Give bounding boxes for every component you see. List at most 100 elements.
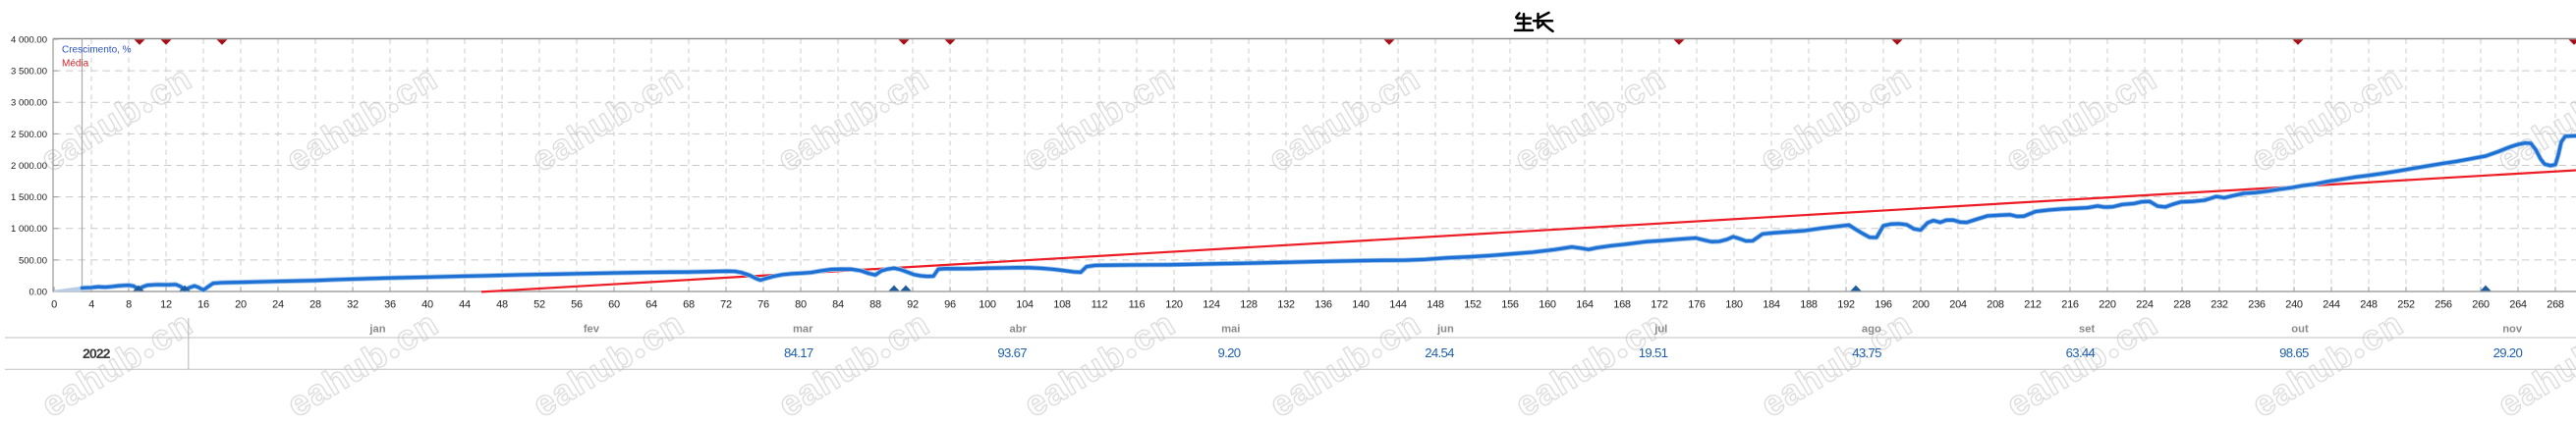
svg-text:176: 176 <box>1688 299 1706 311</box>
svg-text:248: 248 <box>2360 299 2378 311</box>
svg-text:3 500.00: 3 500.00 <box>11 67 47 78</box>
svg-text:84: 84 <box>832 299 844 311</box>
svg-text:Crescimento, %: Crescimento, % <box>62 45 132 56</box>
svg-text:80: 80 <box>795 299 807 311</box>
svg-text:152: 152 <box>1464 299 1482 311</box>
svg-text:148: 148 <box>1427 299 1444 311</box>
svg-text:268: 268 <box>2547 299 2564 311</box>
svg-text:104: 104 <box>1016 299 1034 311</box>
svg-text:28: 28 <box>309 299 321 311</box>
svg-text:jul: jul <box>1653 323 1667 335</box>
svg-text:188: 188 <box>1800 299 1818 311</box>
svg-text:20: 20 <box>235 299 247 311</box>
svg-text:56: 56 <box>571 299 583 311</box>
svg-text:4: 4 <box>88 299 94 311</box>
svg-text:84.17: 84.17 <box>784 345 813 360</box>
svg-text:2 000.00: 2 000.00 <box>11 161 47 172</box>
svg-text:236: 236 <box>2248 299 2266 311</box>
svg-text:120: 120 <box>1165 299 1183 311</box>
svg-text:1 500.00: 1 500.00 <box>11 192 47 203</box>
svg-text:192: 192 <box>1837 299 1855 311</box>
svg-text:144: 144 <box>1389 299 1407 311</box>
svg-text:12: 12 <box>160 299 172 311</box>
svg-text:abr: abr <box>1009 323 1027 335</box>
svg-text:48: 48 <box>496 299 508 311</box>
svg-text:256: 256 <box>2435 299 2452 311</box>
svg-text:216: 216 <box>2061 299 2079 311</box>
svg-text:220: 220 <box>2099 299 2116 311</box>
svg-text:88: 88 <box>869 299 881 311</box>
svg-text:mai: mai <box>1221 323 1240 335</box>
svg-text:29.20: 29.20 <box>2493 345 2523 360</box>
svg-text:132: 132 <box>1277 299 1295 311</box>
svg-text:43.75: 43.75 <box>1852 345 1881 360</box>
svg-text:32: 32 <box>347 299 359 311</box>
svg-text:240: 240 <box>2285 299 2303 311</box>
svg-text:63.44: 63.44 <box>2066 345 2096 360</box>
svg-text:92: 92 <box>907 299 919 311</box>
svg-text:0: 0 <box>51 299 57 311</box>
svg-text:nov: nov <box>2502 323 2523 335</box>
svg-text:52: 52 <box>533 299 545 311</box>
svg-text:168: 168 <box>1613 299 1631 311</box>
svg-text:124: 124 <box>1203 299 1220 311</box>
svg-text:72: 72 <box>720 299 732 311</box>
svg-text:1 000.00: 1 000.00 <box>11 224 47 235</box>
svg-text:164: 164 <box>1576 299 1594 311</box>
svg-text:136: 136 <box>1315 299 1332 311</box>
svg-text:24.54: 24.54 <box>1425 345 1454 360</box>
svg-text:108: 108 <box>1053 299 1071 311</box>
svg-text:208: 208 <box>1987 299 2004 311</box>
svg-text:76: 76 <box>757 299 769 311</box>
svg-text:93.67: 93.67 <box>997 345 1027 360</box>
svg-text:100: 100 <box>979 299 996 311</box>
svg-text:96: 96 <box>944 299 956 311</box>
svg-text:36: 36 <box>384 299 396 311</box>
svg-text:184: 184 <box>1763 299 1780 311</box>
svg-text:40: 40 <box>421 299 433 311</box>
svg-text:180: 180 <box>1725 299 1743 311</box>
svg-text:64: 64 <box>645 299 657 311</box>
svg-text:24: 24 <box>272 299 284 311</box>
svg-text:jun: jun <box>1436 323 1454 335</box>
svg-text:out: out <box>2291 323 2309 335</box>
svg-text:244: 244 <box>2323 299 2340 311</box>
svg-text:4 000.00: 4 000.00 <box>11 34 47 45</box>
svg-text:228: 228 <box>2173 299 2191 311</box>
svg-text:jan: jan <box>368 323 385 335</box>
svg-text:264: 264 <box>2509 299 2527 311</box>
svg-text:200: 200 <box>1912 299 1930 311</box>
svg-text:156: 156 <box>1501 299 1519 311</box>
svg-text:44: 44 <box>459 299 471 311</box>
svg-text:140: 140 <box>1352 299 1370 311</box>
svg-text:set: set <box>2079 323 2095 335</box>
svg-text:260: 260 <box>2472 299 2490 311</box>
svg-text:68: 68 <box>683 299 695 311</box>
svg-text:16: 16 <box>197 299 209 311</box>
svg-text:252: 252 <box>2397 299 2415 311</box>
svg-text:212: 212 <box>2024 299 2042 311</box>
svg-text:232: 232 <box>2211 299 2228 311</box>
svg-text:196: 196 <box>1875 299 1892 311</box>
svg-text:224: 224 <box>2136 299 2154 311</box>
svg-text:0.00: 0.00 <box>29 287 48 297</box>
svg-text:2022: 2022 <box>83 346 111 362</box>
svg-text:98.65: 98.65 <box>2279 345 2309 360</box>
svg-text:fev: fev <box>584 323 600 335</box>
svg-text:ago: ago <box>1862 323 1881 335</box>
svg-text:116: 116 <box>1129 299 1146 311</box>
svg-text:160: 160 <box>1539 299 1556 311</box>
svg-text:3 000.00: 3 000.00 <box>11 98 47 109</box>
svg-text:mar: mar <box>793 323 813 335</box>
svg-text:60: 60 <box>608 299 620 311</box>
svg-text:128: 128 <box>1240 299 1258 311</box>
svg-text:112: 112 <box>1092 299 1108 311</box>
svg-text:2 500.00: 2 500.00 <box>11 130 47 140</box>
svg-text:204: 204 <box>1949 299 1967 311</box>
svg-text:8: 8 <box>126 299 132 311</box>
svg-text:172: 172 <box>1651 299 1668 311</box>
svg-text:9.20: 9.20 <box>1218 345 1241 360</box>
svg-text:Média: Média <box>62 59 89 70</box>
svg-text:19.51: 19.51 <box>1639 345 1668 360</box>
svg-text:500.00: 500.00 <box>19 255 47 266</box>
